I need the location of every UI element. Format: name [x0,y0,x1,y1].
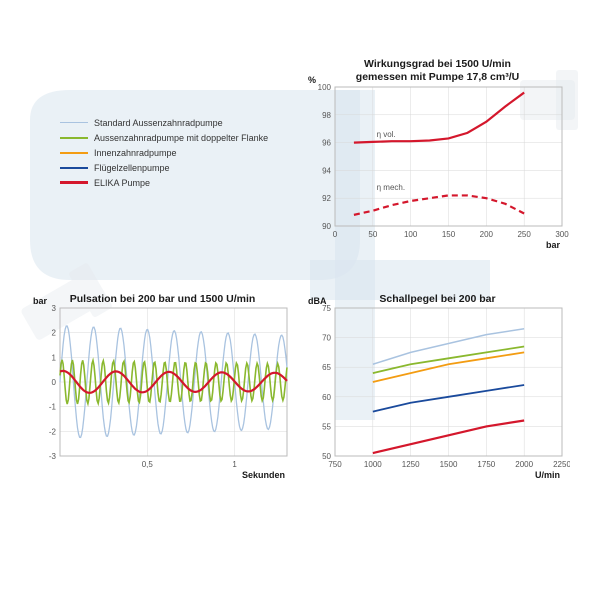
svg-text:U/min: U/min [535,470,560,480]
svg-text:2000: 2000 [515,460,533,469]
svg-text:1000: 1000 [364,460,382,469]
pulsation-chart: Pulsation bei 200 bar und 1500 U/min bar -… [30,290,295,480]
svg-text:1250: 1250 [402,460,420,469]
svg-text:55: 55 [322,422,331,431]
legend-item: Aussenzahnradpumpe mit doppelter Flanke [60,130,268,145]
svg-text:70: 70 [322,334,331,343]
svg-text:1: 1 [232,460,237,469]
legend-label: ELIKA Pumpe [94,178,150,188]
svg-text:-3: -3 [49,452,57,461]
legend-item: Flügelzellenpumpe [60,160,268,175]
svg-text:100: 100 [404,230,418,239]
svg-text:2250: 2250 [553,460,570,469]
svg-text:65: 65 [322,363,331,372]
svg-text:bar: bar [546,240,561,250]
svg-text:η vol.: η vol. [377,130,396,139]
svg-text:%: % [308,75,316,85]
svg-text:0,5: 0,5 [142,460,154,469]
svg-text:gemessen mit Pumpe 17,8 cm³/U: gemessen mit Pumpe 17,8 cm³/U [356,71,519,83]
svg-text:200: 200 [480,230,494,239]
svg-text:75: 75 [322,304,331,313]
svg-text:-1: -1 [49,403,57,412]
svg-text:Sekunden: Sekunden [242,470,285,480]
legend-label: Innenzahnradpumpe [94,148,177,158]
legend-item: Innenzahnradpumpe [60,145,268,160]
svg-text:98: 98 [322,111,331,120]
legend-label: Standard Aussenzahnradpumpe [94,118,223,128]
svg-text:0: 0 [52,378,57,387]
svg-text:92: 92 [322,194,331,203]
svg-text:2: 2 [52,329,57,338]
svg-text:bar: bar [33,296,48,306]
svg-text:50: 50 [368,230,377,239]
legend-item: Standard Aussenzahnradpumpe [60,115,268,130]
svg-text:60: 60 [322,393,331,402]
legend-label: Aussenzahnradpumpe mit doppelter Flanke [94,133,268,143]
svg-text:100: 100 [318,83,332,92]
svg-text:η mech.: η mech. [377,183,405,192]
svg-text:Schallpegel bei 200 bar: Schallpegel bei 200 bar [379,293,495,305]
svg-text:0: 0 [333,230,338,239]
svg-text:1500: 1500 [440,460,458,469]
svg-text:1: 1 [52,353,57,362]
legend-label: Flügelzellenpumpe [94,163,170,173]
svg-text:-2: -2 [49,427,57,436]
svg-text:Wirkungsgrad bei 1500 U/min: Wirkungsgrad bei 1500 U/min [364,58,511,70]
legend-item: ELIKA Pumpe [60,175,268,190]
svg-text:150: 150 [442,230,456,239]
svg-text:750: 750 [328,460,342,469]
svg-text:96: 96 [322,139,331,148]
svg-text:Pulsation bei 200 bar und 1500: Pulsation bei 200 bar und 1500 U/min [70,293,256,305]
svg-text:1750: 1750 [477,460,495,469]
svg-text:300: 300 [555,230,569,239]
efficiency-chart: Wirkungsgrad bei 1500 U/mingemessen mit … [305,55,570,250]
sound-chart: Schallpegel bei 200 bardBA50556065707575… [305,290,570,480]
svg-text:250: 250 [517,230,531,239]
legend: Standard Aussenzahnradpumpe Aussenzahnrad… [60,115,268,190]
svg-text:94: 94 [322,166,331,175]
svg-text:90: 90 [322,222,331,231]
svg-text:3: 3 [52,304,57,313]
